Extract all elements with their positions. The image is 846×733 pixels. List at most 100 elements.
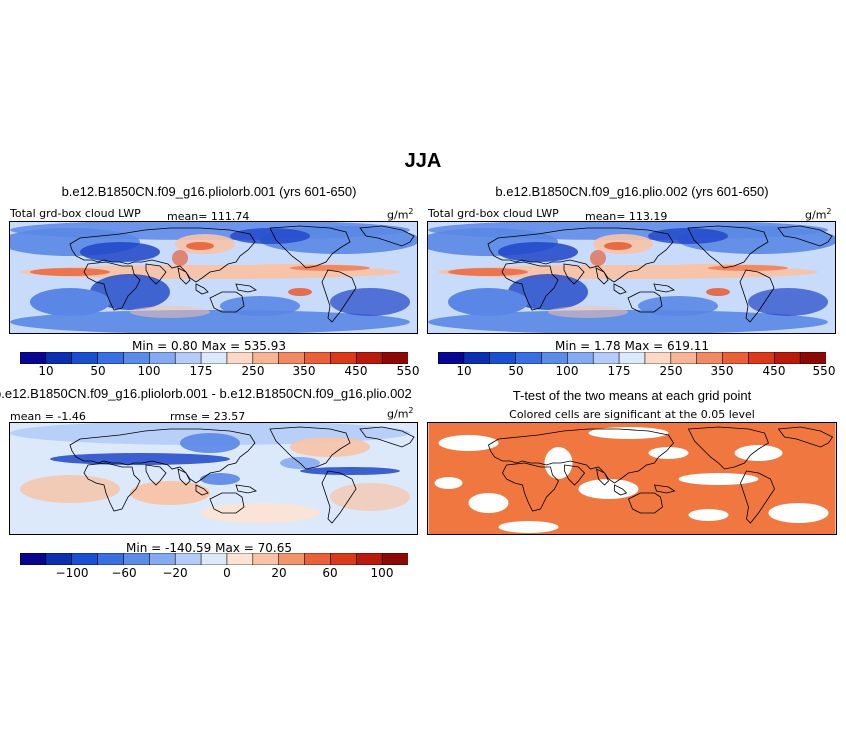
field-region (548, 306, 628, 318)
colorbar-swatch (200, 553, 228, 565)
panel2-map (427, 221, 836, 334)
coastline (83, 261, 141, 311)
colorbar-tick: −60 (111, 566, 137, 580)
panel3-rmse-label: rmse = 23.57 (170, 410, 246, 423)
field-region (330, 288, 410, 316)
colorbar-swatch (174, 352, 202, 364)
coastline (321, 269, 357, 323)
colorbar-swatch (592, 352, 620, 364)
field-region (200, 503, 320, 523)
coastline (359, 426, 415, 448)
field-region (30, 268, 110, 276)
colorbar-swatch (226, 352, 254, 364)
coastline (627, 291, 663, 313)
panel1-variable-label: Total grd-box cloud LWP (10, 207, 141, 220)
colorbar-tick: 20 (271, 566, 287, 580)
coastline (177, 468, 191, 486)
colorbar-tick: 175 (607, 364, 631, 378)
field-region (180, 433, 240, 453)
colorbar-tick: −20 (162, 566, 188, 580)
field-region (172, 250, 188, 266)
colorbar-swatch (278, 553, 306, 565)
colorbar-swatch (304, 553, 331, 565)
panel2-colorbar-ticks: 10 50 100 175 250 350 450 550 (438, 364, 835, 380)
field-region (448, 288, 528, 316)
coastline (209, 291, 245, 313)
field-region (30, 288, 110, 316)
field-region (498, 242, 578, 262)
colorbar-swatch (330, 352, 357, 364)
field-region (330, 483, 410, 511)
colorbar-swatch (381, 352, 408, 364)
coastline (613, 283, 627, 295)
coastline (777, 426, 834, 448)
coastline (359, 225, 415, 247)
coastline (235, 484, 257, 494)
colorbar-swatch (515, 352, 543, 364)
colorbar-tick: 0 (223, 566, 231, 580)
coastline (83, 462, 141, 512)
coastline (145, 263, 167, 285)
field-region (706, 288, 730, 296)
field-region (80, 242, 160, 262)
colorbar-swatch (696, 352, 724, 364)
colorbar-swatch (123, 553, 150, 565)
figure-title: JJA (404, 150, 442, 172)
coastline (69, 227, 256, 283)
colorbar-tick: 250 (241, 364, 265, 378)
panel2-units-label: g/m2 (805, 207, 832, 222)
colorbar-tick: 100 (555, 364, 579, 378)
coastline (687, 225, 769, 269)
field-region (768, 503, 829, 523)
coastline (564, 464, 586, 486)
panel4-title: T-test of the two means at each grid poi… (512, 388, 752, 403)
field-region (130, 481, 210, 505)
field-region (498, 521, 559, 533)
colorbar-swatch (748, 352, 775, 364)
coastline (777, 225, 833, 247)
field-region (288, 288, 312, 296)
colorbar-swatch (252, 553, 280, 565)
colorbar-swatch (304, 352, 331, 364)
field-region (434, 477, 463, 489)
colorbar-swatch (174, 553, 202, 565)
colorbar-swatch (670, 352, 698, 364)
field-region (578, 479, 639, 499)
field-region (648, 447, 689, 459)
panel3-minmax: Min = -140.59 Max = 70.65 (126, 541, 292, 555)
colorbar-tick: 10 (456, 364, 472, 378)
colorbar-swatch (330, 553, 357, 565)
coastline (235, 283, 257, 293)
panel4-subtitle: Colored cells are significant at the 0.0… (509, 408, 755, 421)
field-region (438, 435, 499, 451)
coastline (502, 462, 559, 512)
field-region (200, 473, 240, 485)
colorbar-swatch (97, 352, 125, 364)
colorbar-tick: 100 (137, 364, 161, 378)
colorbar-swatch (149, 352, 176, 364)
colorbar-swatch (252, 352, 280, 364)
coastline (739, 269, 775, 323)
field-region (734, 445, 783, 461)
colorbar-swatch (123, 352, 150, 364)
colorbar-swatch (20, 352, 47, 364)
field-region (468, 493, 509, 513)
panel2-minmax: Min = 1.78 Max = 619.11 (555, 339, 709, 353)
panel3-units-label: g/m2 (387, 406, 414, 421)
field-region (638, 296, 718, 316)
coastline (687, 426, 769, 470)
colorbar-tick: 175 (189, 364, 213, 378)
coastline (563, 263, 585, 285)
coastline (209, 492, 245, 514)
colorbar-swatch (97, 553, 125, 565)
panel3-map (9, 422, 418, 535)
panel4-map (427, 422, 837, 535)
panel1-colorbar-ticks: 10 50 100 175 250 350 450 550 (20, 364, 419, 380)
coastline (740, 470, 775, 524)
field-region (10, 310, 410, 333)
field-region (300, 467, 400, 475)
panel2-variable-label: Total grd-box cloud LWP (428, 207, 559, 220)
coastline (595, 468, 609, 486)
field-region (588, 427, 669, 439)
colorbar-swatch (567, 352, 594, 364)
